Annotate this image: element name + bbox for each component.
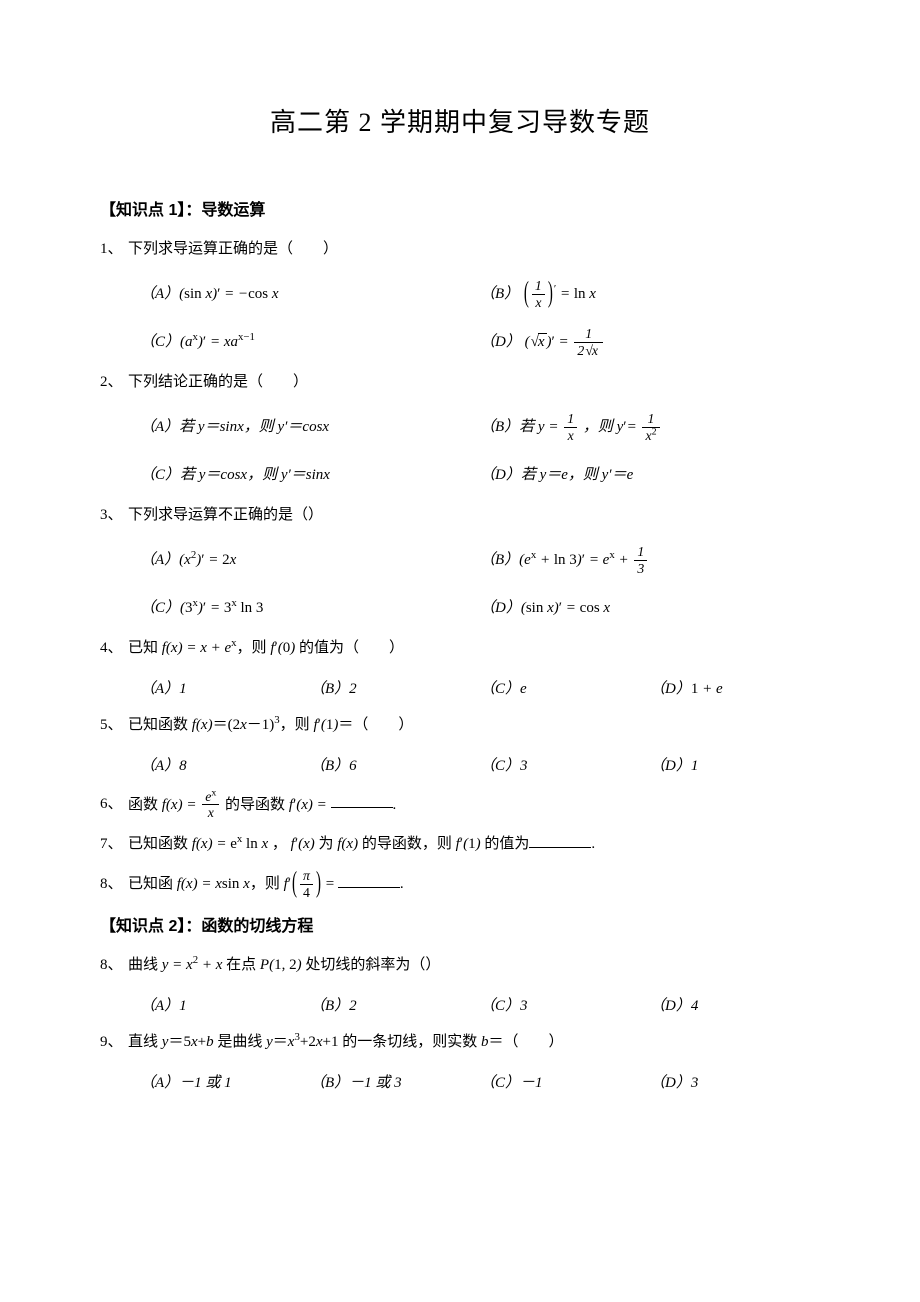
q1-num: 1、 [100, 236, 128, 263]
q5-stem: 已知函数 f(x)＝(2x－1)3，则 f′(1)＝（ ） [128, 712, 820, 739]
q9-opt-C: （C）－1 [480, 1066, 650, 1102]
q3-opt-A: （A）(x2)′ = 2x [140, 539, 480, 583]
q2-num: 2、 [100, 369, 128, 396]
q3-options-row2: （C）(3x)′ = 3x ln 3 （D）(sin x)′ = cos x [140, 587, 820, 631]
question-1: 1、 下列求导运算正确的是（ ） [100, 236, 820, 263]
q3-opt-D: （D）(sin x)′ = cos x [480, 587, 820, 631]
question-4: 4、 已知 f(x) = x + ex，则 f′(0) 的值为（ ） [100, 635, 820, 662]
q7-stem: 已知函数 f(x) = ex ln x ， f′(x) 为 f(x) 的导函数，… [128, 831, 820, 858]
q1-opt-B: （B） (1x)′ = ln x [480, 273, 820, 317]
q5-opt-A: （A）8 [140, 749, 310, 785]
question-9: 9、 直线 y＝5x+b 是曲线 y＝x3+2x+1 的一条切线，则实数 b＝（… [100, 1029, 820, 1056]
q1-options-row1: （A）(sin x)′ = −cos x （B） (1x)′ = ln x [140, 273, 820, 317]
q1-opt-D: （D） (x)′ = 12x [480, 321, 820, 365]
q2-opt-C: （C）若 y＝cosx，则 y′＝sinx [140, 454, 480, 498]
q1-opt-C: （C）(ax)′ = xax−1 [140, 321, 480, 365]
q8b-options: （A）1 （B）2 （C）3 （D）4 [140, 989, 820, 1025]
page-title: 高二第 2 学期期中复习导数专题 [100, 100, 820, 147]
question-8a: 8、 已知函 f(x) = xsin x，则 f′(π4) = . [100, 868, 820, 901]
q1-options-row2: （C）(ax)′ = xax−1 （D） (x)′ = 12x [140, 321, 820, 365]
question-3: 3、 下列求导运算不正确的是（） [100, 502, 820, 529]
q2-opt-D: （D）若 y＝e，则 y′＝e [480, 454, 820, 498]
q9-opt-A: （A）－1 或 1 [140, 1066, 310, 1102]
q3-opt-B: （B）(ex + ln 3)′ = ex + 13 [480, 539, 820, 583]
q6-stem: 函数 f(x) = exx 的导函数 f′(x) = . [128, 789, 820, 822]
q4-opt-A: （A）1 [140, 672, 310, 708]
q9-opt-D: （D）3 [650, 1066, 820, 1102]
q4-opt-C: （C）e [480, 672, 650, 708]
section-2-header: 【知识点 2】：函数的切线方程 [100, 913, 820, 942]
q3-num: 3、 [100, 502, 128, 529]
q9-opt-B: （B）－1 或 3 [310, 1066, 480, 1102]
question-8b: 8、 曲线 y = x2 + x 在点 P(1, 2) 处切线的斜率为（） [100, 952, 820, 979]
q2-opt-B: （B）若 y = 1x ，则 y′= 1x2 [480, 406, 820, 450]
question-7: 7、 已知函数 f(x) = ex ln x ， f′(x) 为 f(x) 的导… [100, 831, 820, 858]
q4-num: 4、 [100, 635, 128, 662]
q8b-opt-C: （C）3 [480, 989, 650, 1025]
q5-opt-D: （D）1 [650, 749, 820, 785]
q8b-opt-A: （A）1 [140, 989, 310, 1025]
q4-options: （A）1 （B）2 （C）e （D）1 + e [140, 672, 820, 708]
q9-stem: 直线 y＝5x+b 是曲线 y＝x3+2x+1 的一条切线，则实数 b＝（ ） [128, 1029, 820, 1056]
q3-stem: 下列求导运算不正确的是（） [128, 502, 820, 529]
question-2: 2、 下列结论正确的是（ ） [100, 369, 820, 396]
q6-blank [331, 792, 393, 808]
q3-options-row1: （A）(x2)′ = 2x （B）(ex + ln 3)′ = ex + 13 [140, 539, 820, 583]
question-5: 5、 已知函数 f(x)＝(2x－1)3，则 f′(1)＝（ ） [100, 712, 820, 739]
q5-num: 5、 [100, 712, 128, 739]
q8a-blank [338, 872, 400, 888]
q4-stem: 已知 f(x) = x + ex，则 f′(0) 的值为（ ） [128, 635, 820, 662]
q2-stem: 下列结论正确的是（ ） [128, 369, 820, 396]
q8b-stem: 曲线 y = x2 + x 在点 P(1, 2) 处切线的斜率为（） [128, 952, 820, 979]
q8b-opt-B: （B）2 [310, 989, 480, 1025]
section-1-header: 【知识点 1】：导数运算 [100, 197, 820, 226]
q4-opt-D: （D）1 + e [650, 672, 820, 708]
q5-options: （A）8 （B）6 （C）3 （D）1 [140, 749, 820, 785]
q3-opt-C: （C）(3x)′ = 3x ln 3 [140, 587, 480, 631]
q2-opt-A: （A）若 y＝sinx，则 y′＝cosx [140, 406, 480, 450]
q8a-stem: 已知函 f(x) = xsin x，则 f′(π4) = . [128, 868, 820, 901]
q6-num: 6、 [100, 791, 128, 818]
q7-blank [529, 832, 591, 848]
question-6: 6、 函数 f(x) = exx 的导函数 f′(x) = . [100, 789, 820, 822]
q1-opt-A: （A）(sin x)′ = −cos x [140, 273, 480, 317]
q2-options-row1: （A）若 y＝sinx，则 y′＝cosx （B）若 y = 1x ，则 y′=… [140, 406, 820, 450]
q1-stem: 下列求导运算正确的是（ ） [128, 236, 820, 263]
q8b-opt-D: （D）4 [650, 989, 820, 1025]
q5-opt-C: （C）3 [480, 749, 650, 785]
q4-opt-B: （B）2 [310, 672, 480, 708]
q2-options-row2: （C）若 y＝cosx，则 y′＝sinx （D）若 y＝e，则 y′＝e [140, 454, 820, 498]
q7-num: 7、 [100, 831, 128, 858]
q9-options: （A）－1 或 1 （B）－1 或 3 （C）－1 （D）3 [140, 1066, 820, 1102]
q5-opt-B: （B）6 [310, 749, 480, 785]
q8a-num: 8、 [100, 871, 128, 898]
q8b-num: 8、 [100, 952, 128, 979]
q9-num: 9、 [100, 1029, 128, 1056]
